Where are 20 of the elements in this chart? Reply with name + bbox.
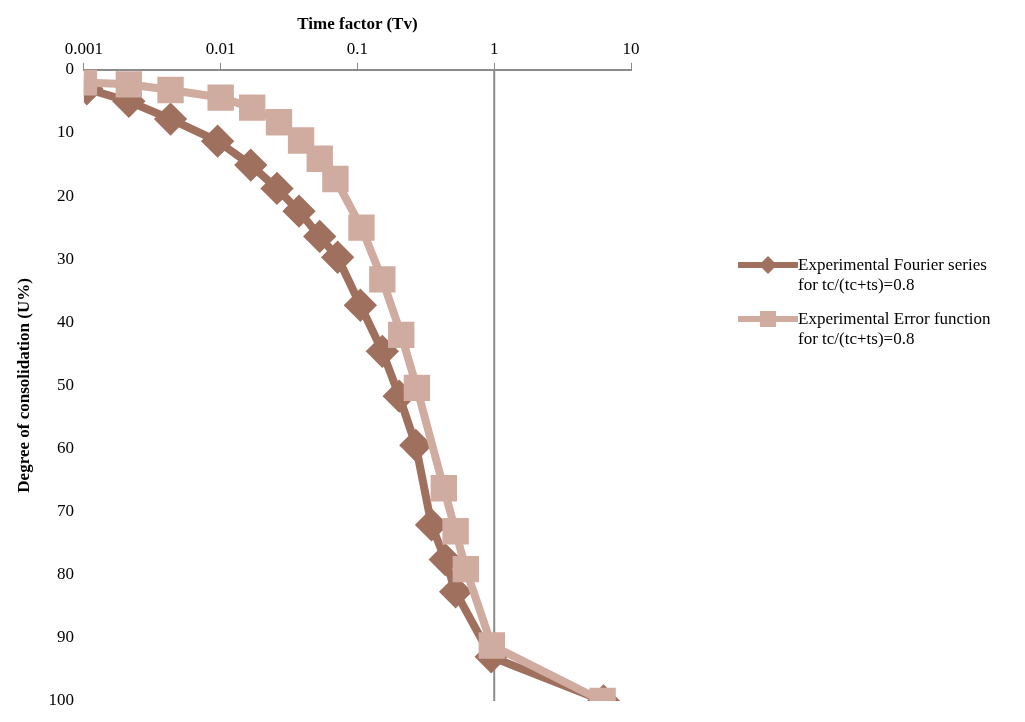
y-tick-label: 70	[56, 501, 74, 521]
x-tick-label: 0.1	[346, 39, 369, 59]
x-tick-label: 0.01	[205, 39, 236, 59]
x-axis-title: Time factor (Tv)	[297, 13, 418, 33]
y-tick-label: 10	[56, 122, 74, 142]
y-tick-label: 100	[48, 690, 74, 710]
y-tick-label: 0	[65, 59, 74, 79]
y-tick-label: 40	[56, 311, 74, 331]
x-tick-label: 1	[489, 39, 499, 59]
y-tick-label: 60	[56, 437, 74, 457]
y-tick-label: 30	[56, 248, 74, 268]
y-tick-label: 90	[56, 627, 74, 647]
legend-label: Experimental Fourier series for tc/(tc+ts)=0.8	[798, 255, 988, 295]
y-tick-label: 50	[56, 374, 74, 394]
y-axis-title: Degree of consolidation (U%)	[13, 278, 33, 493]
x-tick-label: 10	[622, 39, 640, 59]
legend-label: Experimental Error function for tc/(tc+ts)=0.8	[798, 309, 992, 349]
y-tick-label: 80	[56, 564, 74, 584]
y-tick-label: 20	[56, 185, 74, 205]
x-tick-label: 0.001	[64, 39, 104, 59]
